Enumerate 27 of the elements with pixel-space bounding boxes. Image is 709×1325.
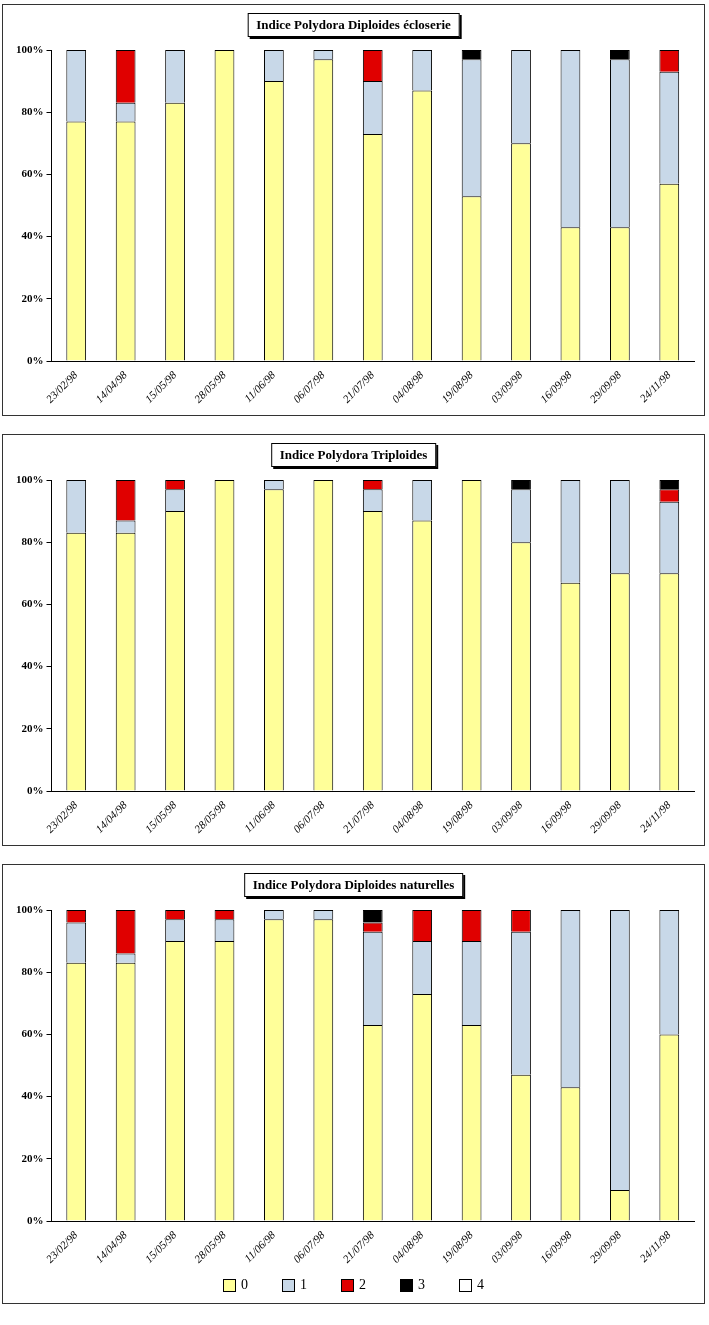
y-tick-label: 60% [21,1027,44,1040]
y-tick-label: 100% [16,42,44,55]
legend-label: 3 [418,1277,425,1293]
chart-title: Indice Polydora Diploides écloserie [247,13,460,37]
y-tick-label: 40% [21,229,44,242]
y-tick-label: 20% [21,1151,44,1164]
chart-title: Indice Polydora Diploides naturelles [243,873,464,897]
chart-title: Indice Polydora Triploides [270,443,437,467]
y-tick-label: 80% [21,535,44,548]
y-tick-label: 0% [27,353,44,366]
y-tick-label: 80% [21,105,44,118]
y-tick-label: 100% [16,902,44,915]
bar [511,480,531,490]
y-tick-label: 20% [21,721,44,734]
y-tick-label: 40% [21,659,44,672]
y-tick-label: 80% [21,965,44,978]
legend-label: 4 [477,1277,484,1293]
y-tick-label: 0% [27,783,44,796]
y-tick-label: 60% [21,597,44,610]
y-tick-label: 20% [21,291,44,304]
legend-label: 1 [300,1277,307,1293]
y-tick-label: 40% [21,1089,44,1102]
y-tick-label: 60% [21,167,44,180]
y-tick-label: 0% [27,1213,44,1226]
legend-label: 2 [359,1277,366,1293]
legend-label: 0 [241,1277,248,1293]
y-tick-label: 100% [16,472,44,485]
